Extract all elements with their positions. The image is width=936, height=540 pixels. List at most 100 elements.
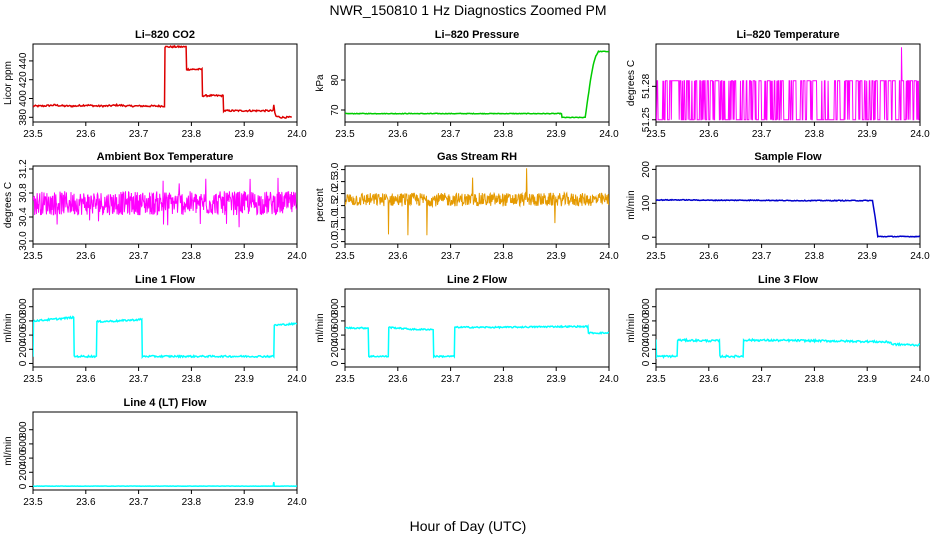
series-pressure: [345, 50, 609, 119]
x-tick-label: 23.6: [699, 374, 719, 385]
series-line: [33, 177, 297, 228]
series-line: [345, 168, 609, 236]
series-line4: [33, 481, 297, 487]
panel-title: Li–820 Temperature: [736, 29, 839, 41]
x-tick-label: 23.5: [335, 251, 355, 262]
y-tick-label: 200: [18, 340, 29, 357]
x-tick-label: 23.8: [805, 251, 825, 262]
panel-line2: Line 2 Flow 23.5 23.6 23.7 23.8 23.9 24.0 0 2004…: [315, 274, 619, 385]
x-tick-label: 24.0: [287, 251, 307, 262]
y-axis-label: degrees C: [3, 182, 14, 228]
x-tick-label: 23.8: [182, 374, 202, 385]
y-tick-label: 0.0: [330, 234, 341, 248]
x-tick-label: 23.6: [76, 497, 96, 508]
plot-frame: [32, 411, 298, 491]
y-tick-label: 3.0: [330, 162, 341, 176]
y-axis-label: degrees C: [626, 60, 637, 106]
x-tick-label: 23.6: [76, 129, 96, 140]
series-box-temp: [33, 177, 297, 228]
series-line: [345, 323, 609, 359]
panel-sample-flow: Sample Flow 23.5 23.6 23.7 23.8 23.9 24.0 0 100 2…: [626, 151, 930, 262]
x-tick-label: 23.7: [129, 497, 149, 508]
y-tick-label: 1.0: [330, 210, 341, 224]
x-tick-label: 23.6: [388, 129, 408, 140]
panel-licor-temp: Li–820 Temperature 23.5 23.6 23.7 23.8 23.9 24…: [626, 29, 930, 140]
plot-frame: [344, 43, 610, 123]
y-tick-label: 600: [18, 435, 29, 452]
y-tick-label: 800: [18, 421, 29, 438]
y-tick-label: 30.8: [18, 183, 29, 203]
x-tick-label: 23.9: [234, 129, 254, 140]
panel-box-temp: Ambient Box Temperature 23.5 23.6 23.7 23.8 2…: [3, 151, 307, 262]
series-line1: [33, 315, 297, 360]
x-tick-label: 24.0: [287, 374, 307, 385]
y-tick-label: 200: [330, 340, 341, 357]
series-line: [656, 47, 920, 121]
y-axis-label: ml/min: [626, 313, 637, 342]
x-tick-label: 23.9: [546, 251, 566, 262]
x-tick-label: 23.5: [23, 497, 43, 508]
panel-title: Line 1 Flow: [135, 274, 195, 286]
x-tick-label: 24.0: [910, 251, 930, 262]
x-tick-label: 23.8: [182, 497, 202, 508]
x-tick-label: 24.0: [287, 129, 307, 140]
y-tick-label: 80: [330, 74, 341, 86]
x-tick-label: 23.9: [234, 251, 254, 262]
series-licor-temp: [656, 47, 920, 121]
x-tick-label: 23.5: [335, 374, 355, 385]
y-tick-label: 2.5: [330, 174, 341, 188]
x-tick-label: 23.9: [234, 374, 254, 385]
y-tick-label: 0.5: [330, 222, 341, 236]
y-tick-label: 600: [641, 312, 652, 329]
y-tick-label: 800: [330, 298, 341, 315]
x-tick-label: 23.7: [441, 374, 461, 385]
y-tick-label: 800: [18, 298, 29, 315]
panel-title: Sample Flow: [754, 151, 822, 163]
x-tick-label: 23.8: [494, 374, 514, 385]
y-tick-label: 400: [18, 326, 29, 343]
y-tick-label: 400: [18, 449, 29, 466]
plot-frame: [655, 288, 921, 368]
series-line: [656, 198, 920, 238]
x-tick-label: 23.8: [494, 251, 514, 262]
y-axis-label: ml/min: [3, 436, 14, 465]
x-tick-label: 23.6: [388, 374, 408, 385]
y-tick-label: 200: [18, 463, 29, 480]
series-line3: [656, 337, 920, 360]
y-tick-label: 2.0: [330, 186, 341, 200]
y-tick-label: 0: [330, 360, 341, 366]
x-tick-label: 23.9: [234, 497, 254, 508]
y-tick-label: 400: [18, 90, 29, 107]
series-line: [656, 337, 920, 360]
series-line: [33, 315, 297, 360]
panel-title: Gas Stream RH: [437, 151, 517, 163]
y-axis-label: ml/min: [626, 190, 637, 219]
x-tick-label: 23.5: [23, 374, 43, 385]
series-co2: [33, 44, 293, 119]
panel-rh: Gas Stream RH 23.5 23.6 23.7 23.8 23.9 24.0 0.0…: [315, 151, 619, 262]
x-tick-label: 23.7: [129, 251, 149, 262]
x-tick-label: 23.7: [129, 129, 149, 140]
x-tick-label: 24.0: [599, 374, 619, 385]
x-tick-label: 23.9: [857, 251, 877, 262]
y-tick-label: 70: [330, 104, 341, 116]
x-tick-label: 23.9: [857, 374, 877, 385]
y-tick-label: 30.0: [18, 231, 29, 251]
y-tick-label: 440: [18, 52, 29, 69]
x-tick-label: 23.7: [441, 251, 461, 262]
x-tick-label: 23.7: [752, 374, 772, 385]
series-line: [33, 481, 297, 487]
x-tick-label: 23.9: [857, 129, 877, 140]
panel-line4: Line 4 (LT) Flow 23.5 23.6 23.7 23.8 23.9 24.0…: [3, 397, 307, 508]
x-tick-label: 23.8: [182, 251, 202, 262]
x-tick-label: 23.5: [646, 374, 666, 385]
series-line: [345, 50, 609, 119]
x-tick-label: 23.5: [23, 129, 43, 140]
x-tick-label: 23.6: [76, 374, 96, 385]
y-tick-label: 100: [641, 195, 652, 212]
y-axis-label: Licor ppm: [3, 61, 14, 105]
panel-title: Line 4 (LT) Flow: [124, 397, 207, 409]
y-tick-label: 600: [330, 312, 341, 329]
panel-line1: Line 1 Flow 23.5 23.6 23.7 23.8 23.9 24.0 0 2004…: [3, 274, 307, 385]
